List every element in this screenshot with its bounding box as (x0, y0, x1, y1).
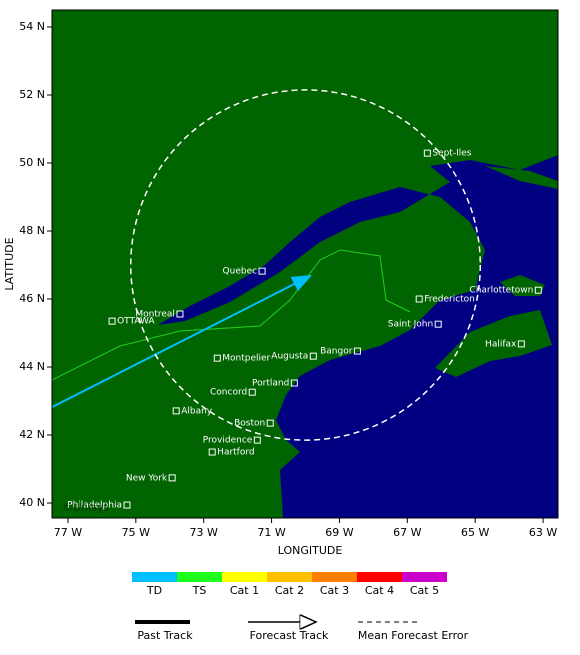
pei (500, 275, 545, 296)
city-marker (290, 379, 298, 387)
legend-label: Cat 3 (320, 584, 349, 597)
city-marker (415, 295, 423, 303)
city-label: Augusta (271, 352, 308, 362)
legend-label: Cat 4 (365, 584, 394, 597)
legend-swatch (402, 572, 447, 582)
y-tick-label: 46 N (19, 292, 45, 305)
city-label: Albany (181, 406, 213, 416)
legend-line-label: Past Track (137, 629, 193, 642)
x-tick-label: 69 W (325, 526, 353, 539)
city-marker (266, 419, 274, 427)
legend-label: Cat 2 (275, 584, 304, 597)
forecast-track (52, 274, 313, 409)
long-island (185, 458, 262, 473)
x-tick-label: 67 W (393, 526, 421, 539)
y-tick-label: 48 N (19, 224, 45, 237)
y-tick-label: 52 N (19, 88, 45, 101)
city-label: Bangor (320, 347, 353, 357)
x-tick-label: 65 W (461, 526, 489, 539)
city-marker (423, 149, 431, 157)
city-marker (213, 354, 221, 362)
error-circle (129, 89, 482, 441)
legend-line-label: Mean Forecast Error (358, 629, 469, 642)
city-marker (517, 340, 525, 348)
legend-label: TD (146, 584, 162, 597)
legend-swatch (132, 572, 177, 582)
x-tick-label: 75 W (122, 526, 150, 539)
city-label: Philadelphia (67, 501, 122, 511)
city-marker (248, 388, 256, 396)
city-label: Quebec (223, 267, 258, 277)
y-tick-label: 42 N (19, 428, 45, 441)
city-marker (353, 347, 361, 355)
nova-scotia (435, 310, 552, 377)
legend-label: TS (192, 584, 207, 597)
city-marker (176, 310, 184, 318)
city-label: Portland (252, 379, 289, 389)
legend-label: Cat 5 (410, 584, 439, 597)
watermark: ©Unisys (62, 501, 109, 514)
city-marker (123, 501, 131, 509)
city-marker (534, 286, 542, 294)
city-marker (172, 407, 180, 415)
y-tick-label: 44 N (19, 360, 45, 373)
city-label: Concord (210, 388, 247, 398)
city-label: Boston (234, 419, 265, 429)
city-label: Providence (203, 436, 253, 446)
x-tick-label: 71 W (257, 526, 285, 539)
legend-swatch (177, 572, 222, 582)
city-label: Fredericton (424, 295, 475, 305)
anticosti (485, 166, 558, 189)
y-axis-title: LATITUDE (3, 237, 16, 290)
x-tick-label: 77 W (54, 526, 82, 539)
city-marker (208, 448, 216, 456)
city-label: Charlottetown (469, 286, 533, 296)
ocean (158, 155, 558, 518)
city-marker (258, 267, 266, 275)
y-tick-label: 54 N (19, 20, 45, 33)
city-marker (309, 352, 317, 360)
x-tick-label: 73 W (190, 526, 218, 539)
city-label: Hartford (217, 448, 254, 458)
city-label: Montreal (135, 309, 175, 319)
city-label: OTTAWA (117, 317, 155, 327)
legend-swatch (267, 572, 312, 582)
legend-swatch (357, 572, 402, 582)
legend-line-label: Forecast Track (250, 629, 329, 642)
legend-swatch (222, 572, 267, 582)
plot-frame (51, 9, 559, 519)
city-label: New York (126, 473, 168, 483)
city-marker (434, 320, 442, 328)
city-label: Halifax (485, 339, 517, 349)
city-marker (168, 474, 176, 482)
legend-label: Cat 1 (230, 584, 259, 597)
city-label: Montpelier (222, 354, 270, 364)
x-tick-label: 63 W (529, 526, 557, 539)
city-label: Saint John (388, 320, 433, 330)
x-axis-title: LONGITUDE (278, 544, 343, 557)
legend-swatch (312, 572, 357, 582)
city-marker (108, 317, 116, 325)
city-label: Sept-Iles (432, 149, 471, 159)
city-marker (253, 436, 261, 444)
y-tick-label: 40 N (19, 496, 45, 509)
y-tick-label: 50 N (19, 156, 45, 169)
